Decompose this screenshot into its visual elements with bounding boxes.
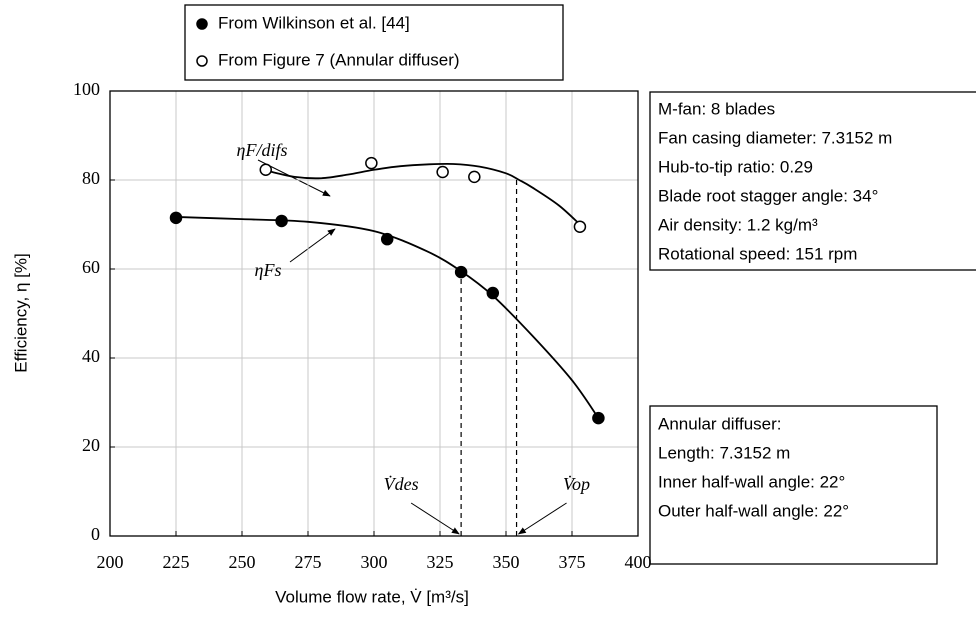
reference-label: V̇des [384, 473, 419, 494]
data-point [169, 211, 183, 225]
plot-frame [109, 90, 639, 537]
data-point [275, 214, 288, 228]
legend-label: From Wilkinson et al. [44] [218, 13, 410, 32]
data-point [592, 411, 605, 425]
info-text: Outer half-wall angle: 22° [658, 501, 849, 520]
info-box [649, 91, 976, 271]
info-text: M-fan: 8 blades [658, 99, 775, 118]
legend-label: From Figure 7 (Annular diffuser) [218, 50, 460, 69]
x-tick-label: 225 [163, 552, 190, 572]
data-point [365, 156, 378, 170]
info-text: Hub-to-tip ratio: 0.29 [658, 157, 813, 176]
curve-label: ηFs [255, 260, 282, 280]
data-point [486, 286, 500, 300]
reference-arrow [410, 502, 460, 535]
x-tick-label: 200 [97, 552, 124, 572]
info-text: Air density: 1.2 kg/m³ [658, 215, 818, 234]
legend-marker [196, 55, 208, 67]
reference-arrow [517, 502, 567, 535]
x-tick-label: 325 [427, 552, 454, 572]
info-text: Blade root stagger angle: 34° [658, 186, 878, 205]
reference-label: V̇op [563, 473, 590, 494]
y-tick-label: 80 [82, 168, 100, 188]
y-tick-label: 60 [82, 257, 100, 277]
info-text: Length: 7.3152 m [658, 443, 790, 462]
fit-curve [268, 162, 581, 226]
x-tick-label: 400 [625, 552, 652, 572]
y-tick-label: 40 [82, 346, 100, 366]
curve-label: ηF/difs [237, 140, 288, 160]
x-axis-label: Volume flow rate, V̇ [m³/s] [275, 587, 469, 606]
x-tick-label: 275 [295, 552, 322, 572]
data-point [380, 232, 394, 246]
data-point [573, 220, 587, 233]
annotation-arrow [289, 228, 336, 263]
info-text: Fan casing diameter: 7.3152 m [658, 128, 892, 147]
info-text: Rotational speed: 151 rpm [658, 244, 857, 263]
y-tick-label: 0 [91, 524, 100, 544]
x-tick-label: 250 [229, 552, 256, 572]
fit-curve [175, 216, 600, 419]
data-point [468, 170, 481, 184]
info-box [649, 405, 938, 565]
data-point [454, 265, 468, 279]
x-tick-label: 375 [559, 552, 586, 572]
legend-box [184, 4, 564, 81]
legend-marker [196, 18, 208, 30]
y-tick-label: 100 [73, 79, 100, 99]
info-text: Annular diffuser: [658, 414, 781, 433]
info-text: Inner half-wall angle: 22° [658, 472, 845, 491]
x-tick-label: 350 [493, 552, 520, 572]
data-point [436, 165, 449, 179]
y-tick-label: 20 [82, 435, 100, 455]
y-axis-label: Efficiency, η [%] [11, 253, 30, 372]
x-tick-label: 300 [361, 552, 388, 572]
data-point [259, 163, 273, 177]
